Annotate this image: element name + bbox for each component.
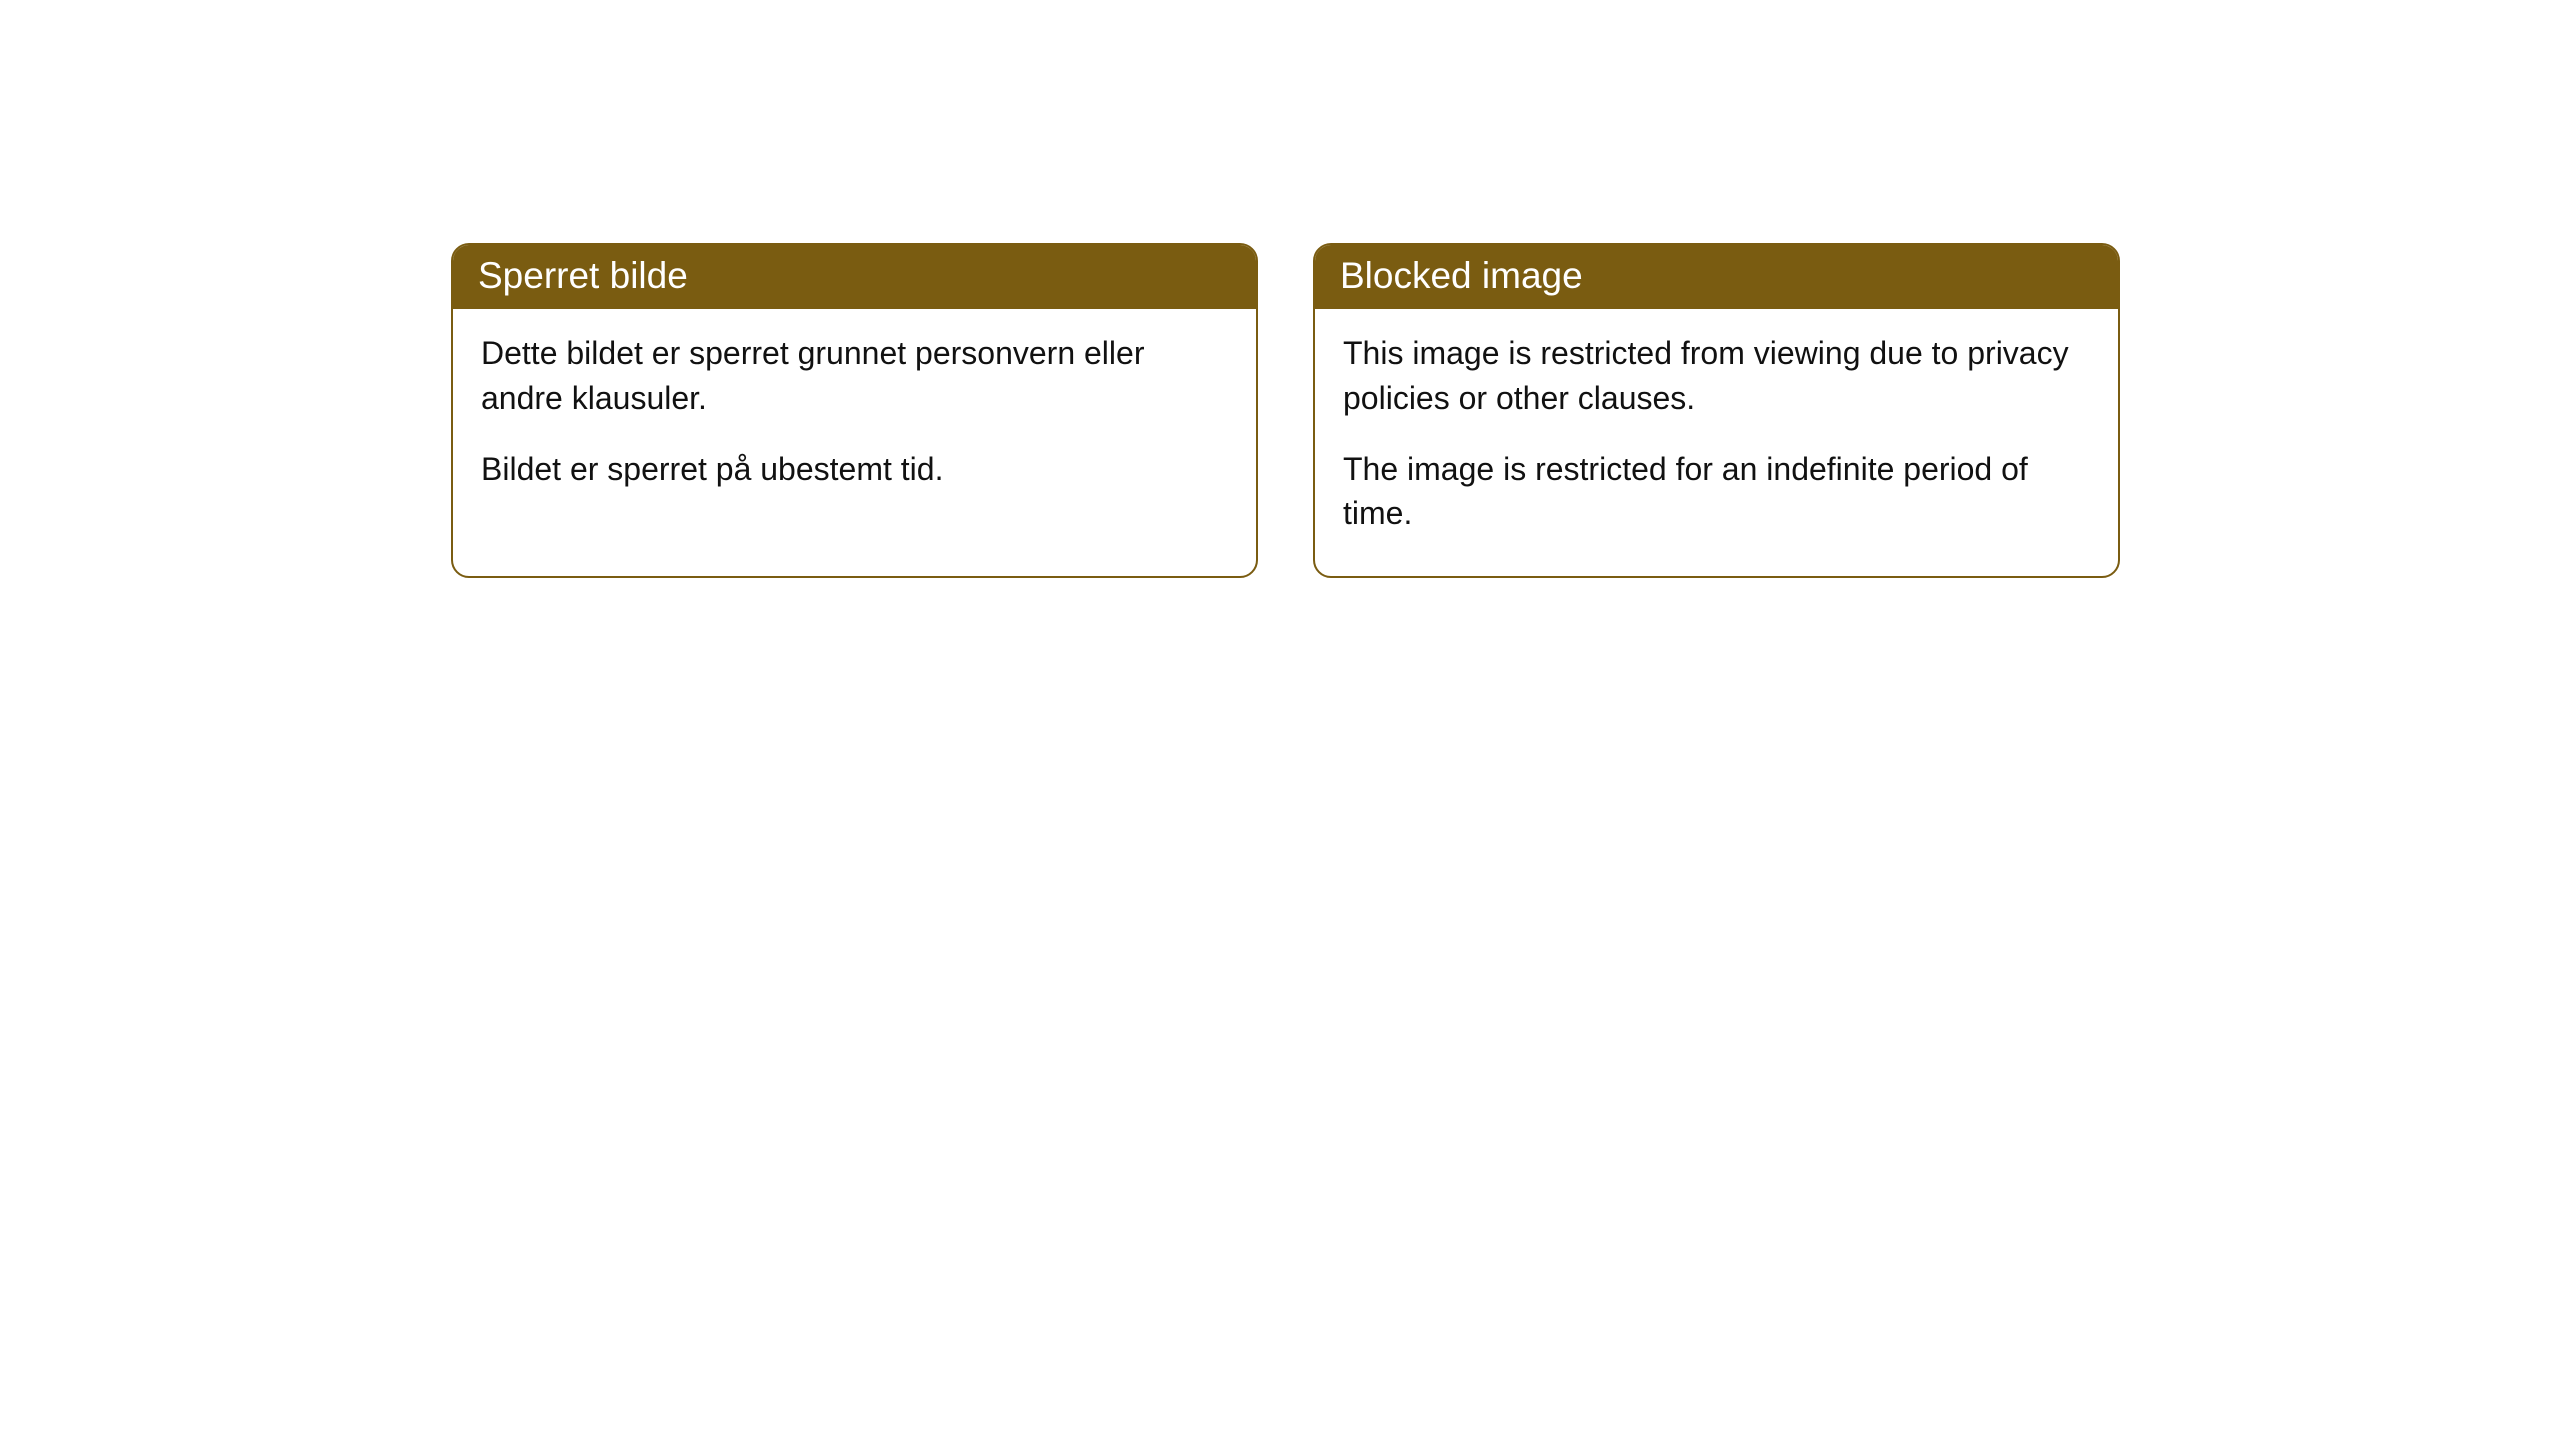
card-body: Dette bildet er sperret grunnet personve… <box>453 309 1256 531</box>
notice-card-norwegian: Sperret bilde Dette bildet er sperret gr… <box>451 243 1258 578</box>
card-body: This image is restricted from viewing du… <box>1315 309 2118 576</box>
notice-paragraph: The image is restricted for an indefinit… <box>1343 447 2090 537</box>
notice-cards-row: Sperret bilde Dette bildet er sperret gr… <box>451 243 2120 578</box>
card-header: Blocked image <box>1315 245 2118 309</box>
notice-card-english: Blocked image This image is restricted f… <box>1313 243 2120 578</box>
card-header: Sperret bilde <box>453 245 1256 309</box>
notice-paragraph: Dette bildet er sperret grunnet personve… <box>481 331 1228 421</box>
notice-paragraph: Bildet er sperret på ubestemt tid. <box>481 447 1228 492</box>
notice-paragraph: This image is restricted from viewing du… <box>1343 331 2090 421</box>
